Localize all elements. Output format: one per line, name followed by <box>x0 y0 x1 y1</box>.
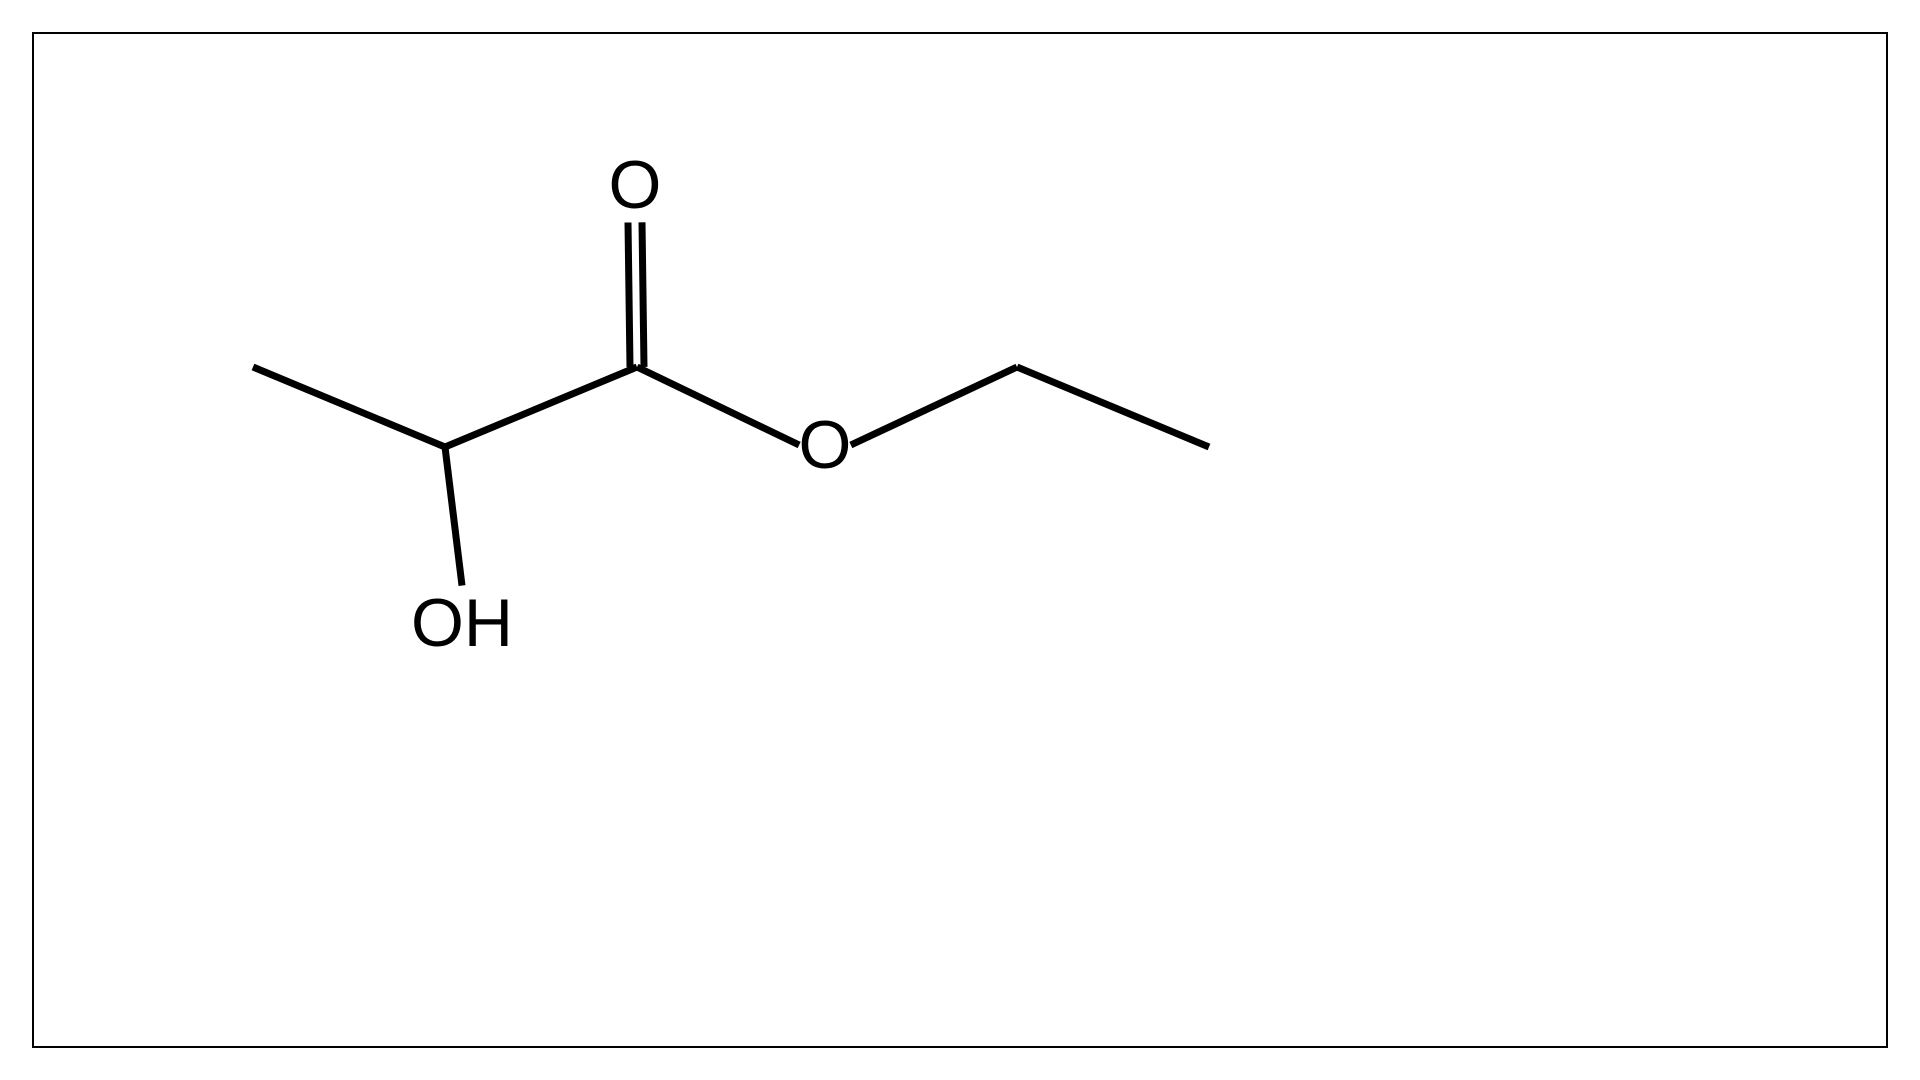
molecule-bonds <box>0 0 1920 1080</box>
atom-label-o_ester: O <box>799 406 852 484</box>
atom-label-o_dbl: O <box>609 146 662 224</box>
atom-label-oh: OH <box>411 584 513 662</box>
